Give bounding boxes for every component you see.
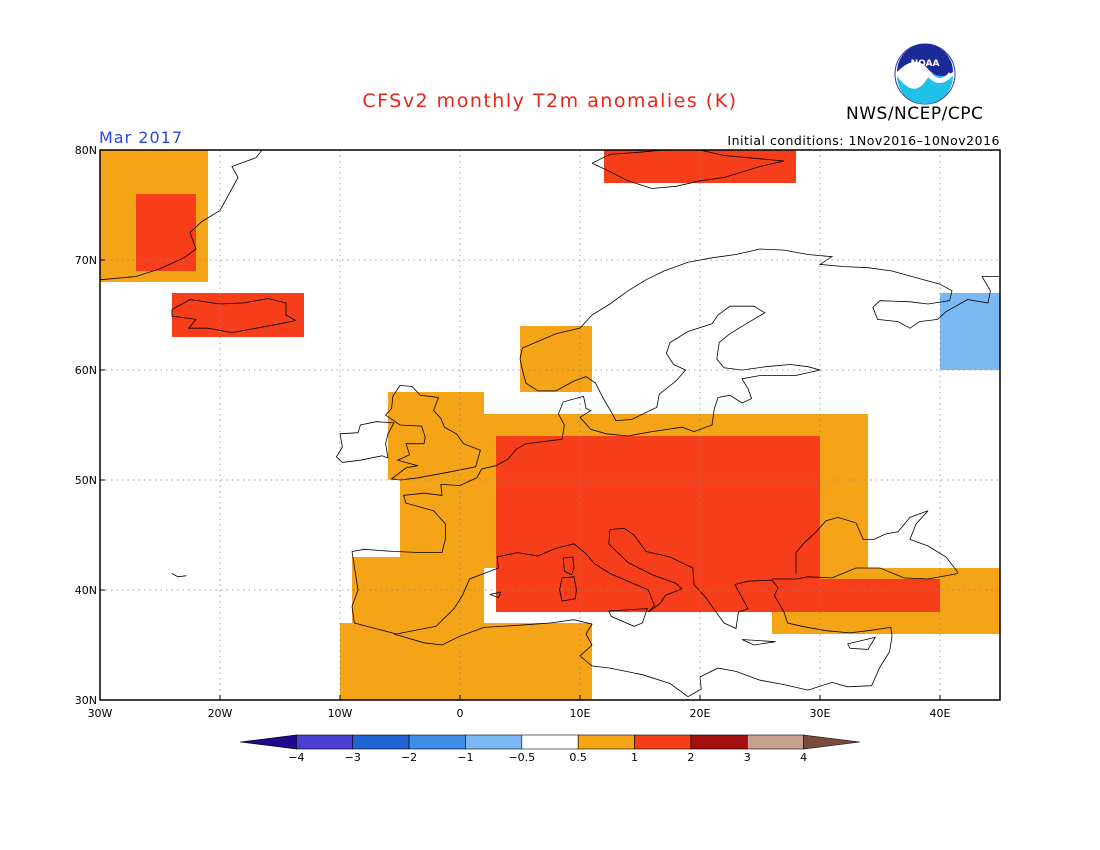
coastline (351, 527, 893, 686)
map-frame (99, 149, 1001, 701)
legend-color-box (521, 734, 579, 750)
color-legend-labels: −4 −3 −2 −1 −0.5 0.5 1 2 3 4 (288, 751, 807, 764)
legend-tick-label: −2 (401, 751, 417, 764)
legend-tick-label: 3 (744, 751, 751, 764)
coastline (847, 636, 877, 650)
legend-arrow-low (239, 734, 297, 750)
lon-tick-label: 40E (930, 707, 951, 720)
anomaly-region-weak-cold (940, 293, 1000, 370)
coastlines (99, 149, 1000, 698)
anomaly-region-moderate-warm (784, 579, 940, 612)
agency-label: NWS/NCEP/CPC (846, 104, 984, 124)
initial-conditions: Initial conditions: 1Nov2016–10Nov2016 (727, 133, 1000, 148)
coastline (384, 384, 481, 481)
legend-tick-label: 1 (631, 751, 638, 764)
forecast-month: Mar 2017 (99, 128, 183, 147)
legend-color-box (352, 734, 410, 750)
lat-tick-label: 40N (75, 584, 97, 597)
anomaly-region-moderate-warm (496, 436, 820, 612)
legend-tick-label: −3 (345, 751, 361, 764)
coastline (608, 608, 648, 627)
legend-color-box (690, 734, 748, 750)
legend-tick-label: −0.5 (508, 751, 535, 764)
lat-tick-label: 30N (75, 694, 97, 707)
chart-title: CFSv2 monthly T2m anomalies (K) (362, 90, 738, 112)
coastline (171, 298, 297, 334)
lon-tick-label: 10W (328, 707, 353, 720)
coastline (562, 556, 575, 576)
legend-color-box (577, 734, 635, 750)
lon-tick-label: 20E (690, 707, 711, 720)
coastline (335, 421, 395, 463)
coastline (171, 573, 187, 578)
lat-tick-label: 60N (75, 364, 97, 377)
lat-tick-label: 70N (75, 254, 97, 267)
coastline (591, 149, 785, 189)
legend-tick-label: −4 (288, 751, 304, 764)
legend-tick-label: −1 (457, 751, 473, 764)
lon-tick-label: 0 (457, 707, 464, 720)
legend-tick-label: 0.5 (569, 751, 587, 764)
legend-arrow-high (803, 734, 861, 750)
anomaly-region-weak-warm (352, 557, 484, 623)
coastline (351, 248, 1000, 553)
color-legend-boxes (239, 734, 861, 750)
lon-tick-label: 30W (88, 707, 113, 720)
lon-tick-label: 30E (810, 707, 831, 720)
coastline (393, 619, 872, 698)
lon-tick-label: 10E (570, 707, 591, 720)
lat-tick-label: 80N (75, 144, 97, 157)
legend-color-box (746, 734, 804, 750)
coastline (99, 149, 263, 281)
legend-tick-label: 2 (687, 751, 694, 764)
legend-color-box (634, 734, 692, 750)
lat-tick-label: 50N (75, 474, 97, 487)
legend-color-box (408, 734, 466, 750)
noaa-logo-text: NOAA (911, 59, 940, 69)
coastline (772, 567, 959, 580)
coastline (795, 510, 959, 574)
map-axes: 30W 20W 10W 0 10E 20E 30E 40E 30N 40N 50N 60N 70N 80N (75, 144, 951, 720)
legend-color-box (296, 734, 354, 750)
coastline (489, 591, 502, 599)
anomaly-region-moderate-warm (136, 194, 196, 271)
legend-tick-label: 4 (800, 751, 807, 764)
lon-tick-label: 20W (208, 707, 233, 720)
anomaly-region-weak-warm (340, 623, 592, 700)
noaa-logo: NOAA (894, 43, 956, 105)
coastline (741, 639, 776, 646)
coastline (559, 576, 577, 602)
gridlines (100, 150, 1000, 700)
legend-color-box (465, 734, 523, 750)
